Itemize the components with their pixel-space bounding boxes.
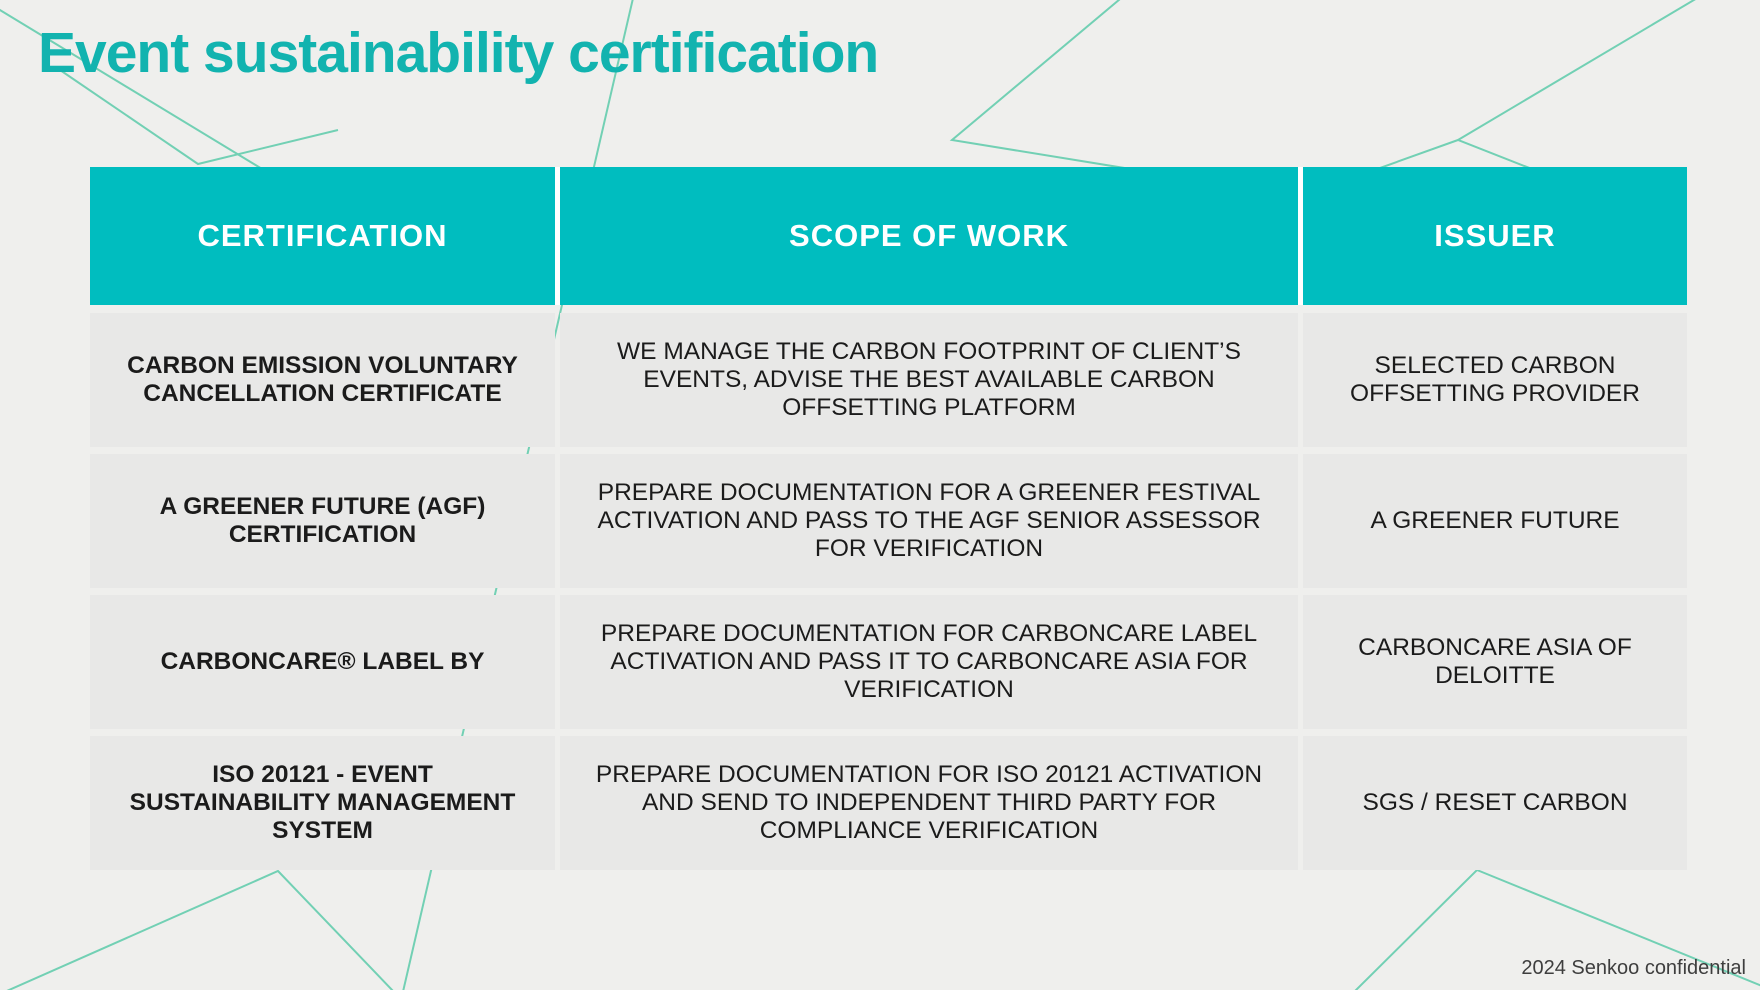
cell-issuer: CARBONCARE ASIA OF DELOITTE bbox=[1303, 595, 1687, 729]
cell-issuer: A GREENER FUTURE bbox=[1303, 454, 1687, 588]
table-row: CARBON EMISSION VOLUNTARY CANCELLATION C… bbox=[90, 313, 1687, 447]
table-row: A GREENER FUTURE (AGF) CERTIFICATION PRE… bbox=[90, 454, 1687, 588]
cell-scope-of-work: WE MANAGE THE CARBON FOOTPRINT OF CLIENT… bbox=[560, 313, 1298, 447]
cell-certification: CARBONCARE® LABEL BY bbox=[90, 595, 555, 729]
cell-certification: A GREENER FUTURE (AGF) CERTIFICATION bbox=[90, 454, 555, 588]
slide-title: Event sustainability certification bbox=[38, 21, 879, 85]
table-header-row: CERTIFICATION SCOPE OF WORK ISSUER bbox=[90, 167, 1687, 305]
cell-scope-of-work: PREPARE DOCUMENTATION FOR A GREENER FEST… bbox=[560, 454, 1298, 588]
cell-scope-of-work: PREPARE DOCUMENTATION FOR ISO 20121 ACTI… bbox=[560, 736, 1298, 870]
cell-certification: CARBON EMISSION VOLUNTARY CANCELLATION C… bbox=[90, 313, 555, 447]
cell-scope-of-work: PREPARE DOCUMENTATION FOR CARBONCARE LAB… bbox=[560, 595, 1298, 729]
column-header-certification: CERTIFICATION bbox=[90, 167, 555, 305]
cell-issuer: SGS / RESET CARBON bbox=[1303, 736, 1687, 870]
certification-table: CERTIFICATION SCOPE OF WORK ISSUER CARBO… bbox=[90, 167, 1687, 877]
table-row: CARBONCARE® LABEL BY PREPARE DOCUMENTATI… bbox=[90, 595, 1687, 729]
column-header-issuer: ISSUER bbox=[1303, 167, 1687, 305]
cell-issuer: SELECTED CARBON OFFSETTING PROVIDER bbox=[1303, 313, 1687, 447]
cell-certification: ISO 20121 - EVENT SUSTAINABILITY MANAGEM… bbox=[90, 736, 555, 870]
column-header-scope-of-work: SCOPE OF WORK bbox=[560, 167, 1298, 305]
footer-confidential-note: 2024 Senkoo confidential bbox=[1521, 957, 1746, 979]
table-row: ISO 20121 - EVENT SUSTAINABILITY MANAGEM… bbox=[90, 736, 1687, 870]
